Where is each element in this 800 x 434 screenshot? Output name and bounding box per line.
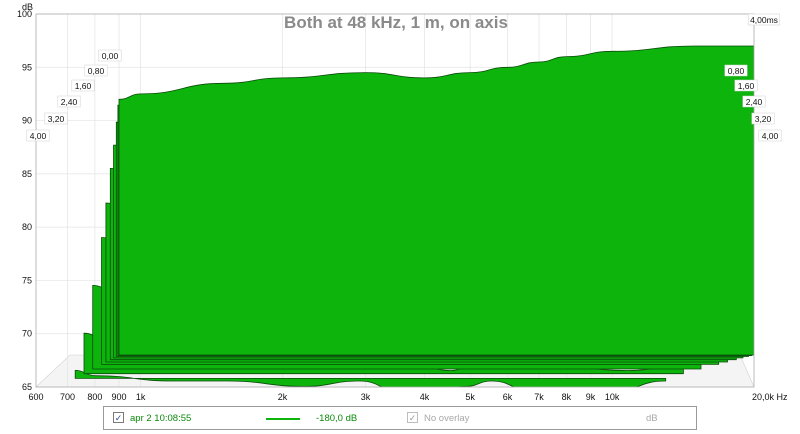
y-tick-label: 65 <box>22 382 32 392</box>
x-tick-label: 2k <box>278 392 288 402</box>
y-tick-label: 70 <box>22 329 32 339</box>
x-tick-label: 7k <box>534 392 544 402</box>
x-tick-label: 10k <box>605 392 620 402</box>
y-tick-label: 95 <box>22 62 32 72</box>
y-tick-label: 85 <box>22 169 32 179</box>
waterfall-slice <box>118 45 754 356</box>
time-tick-box <box>724 64 748 77</box>
overlay-checkbox-2[interactable]: ✓ <box>407 412 418 423</box>
time-tick-box <box>26 129 50 142</box>
y-tick-label: 80 <box>22 222 32 232</box>
chart-title: Both at 48 kHz, 1 m, on axis <box>284 13 508 32</box>
time-tick-left: 0,00 <box>102 51 119 61</box>
legend-entry-1-label: apr 2 10:08:55 <box>130 413 192 424</box>
y-tick-label: 90 <box>22 116 32 126</box>
y-tick-label: 75 <box>22 275 32 285</box>
time-tick-left: 0,80 <box>88 66 105 76</box>
time-tick-left: 4,00 <box>30 131 47 141</box>
x-tick-label: 9k <box>586 392 596 402</box>
time-tick-box <box>742 95 766 108</box>
overlay-checkbox-1[interactable]: ✓ <box>113 412 124 423</box>
x-tick-label: 600 <box>28 392 43 402</box>
x-tick-label: 900 <box>112 392 127 402</box>
x-tick-label: 800 <box>87 392 102 402</box>
time-tick-right: 1,60 <box>738 81 755 91</box>
time-tick-box <box>734 79 758 92</box>
time-tick-box <box>751 112 775 125</box>
legend-bar: ✓ apr 2 10:08:55 -180,0 dB ✓ No overlay … <box>103 406 697 430</box>
legend-line-swatch <box>266 418 300 420</box>
time-tick-box <box>71 79 95 92</box>
time-tick-right: 0,80 <box>728 66 745 76</box>
x-tick-label: 8k <box>562 392 572 402</box>
x-tick-label: 20,0k Hz <box>752 392 788 402</box>
x-tick-label: 3k <box>361 392 371 402</box>
time-tick-left: 2,40 <box>61 97 78 107</box>
time-tick-box <box>758 129 782 142</box>
y-axis-unit: dB <box>22 2 33 12</box>
x-tick-label: 1k <box>136 392 146 402</box>
time-tick-right: 3,20 <box>755 114 772 124</box>
x-tick-label: 5k <box>465 392 475 402</box>
time-tick-box <box>84 64 108 77</box>
time-tick-right: 2,40 <box>746 97 763 107</box>
time-tick-box <box>44 112 68 125</box>
legend-entry-2-value: dB <box>646 413 658 424</box>
plot-frame <box>35 13 755 388</box>
x-tick-label: 6k <box>503 392 513 402</box>
time-tick-left: 1,60 <box>75 81 92 91</box>
time-tick-left: 3,20 <box>48 114 65 124</box>
waterfall-slice <box>74 369 667 387</box>
legend-entry-1-value: -180,0 dB <box>316 413 358 424</box>
time-tick-box <box>98 49 122 62</box>
time-tick-box <box>57 95 81 108</box>
x-tick-label: 700 <box>60 392 75 402</box>
waterfall-slices <box>74 45 754 387</box>
time-tick-right: 4,00 <box>762 131 779 141</box>
legend-entry-2-label: No overlay <box>424 413 470 424</box>
time-tick-right: 4,00ms <box>750 15 778 25</box>
x-tick-label: 4k <box>420 392 430 402</box>
y-tick-label: 100 <box>17 9 32 19</box>
time-tick-box <box>747 13 781 26</box>
